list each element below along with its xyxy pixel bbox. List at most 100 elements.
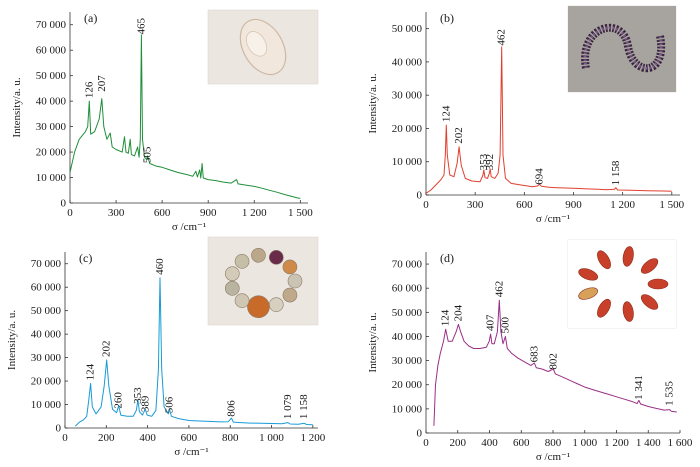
- x-tick-label: 0: [67, 207, 73, 219]
- x-tick-label: 400: [139, 432, 156, 444]
- x-tick-label: 400: [481, 437, 498, 449]
- x-tick-label: 1 200: [610, 199, 635, 211]
- x-axis-label: σ /cm⁻¹: [536, 213, 570, 225]
- sample-photo-clear-crystal-bead: [207, 9, 319, 85]
- y-tick-label: 0: [61, 198, 67, 210]
- peak-label: 1 158: [298, 394, 310, 419]
- y-tick-label: 50 000: [36, 70, 67, 82]
- y-tick-label: 60 000: [31, 282, 62, 294]
- x-tick-label: 1 200: [604, 437, 629, 449]
- y-axis-label: Intensity/a. u.: [6, 310, 18, 370]
- x-tick-label: 1 600: [668, 437, 693, 449]
- spectrum-line: [425, 46, 672, 194]
- y-tick-label: 20 000: [36, 147, 67, 159]
- peak-label: 392: [484, 154, 496, 171]
- y-tick-label: 50 000: [392, 23, 423, 35]
- y-tick-label: 10 000: [36, 172, 67, 184]
- peak-label: 465: [135, 17, 147, 34]
- panel-a: 0 10 000 20 000 30 000 40 000 50 000 60 000 70 …: [11, 9, 319, 233]
- x-tick-label: 300: [108, 207, 125, 219]
- y-tick-label: 40 000: [31, 329, 62, 341]
- x-tick-label: 0: [423, 199, 429, 211]
- peak-label: 694: [534, 168, 546, 185]
- panel-c: 0 10 000 20 000 30 000 40 000 50 000 60 000 70 …: [6, 236, 326, 458]
- x-tick-label: 300: [467, 199, 484, 211]
- x-tick-label: 800: [545, 437, 562, 449]
- x-tick-label: 600: [516, 199, 533, 211]
- peak-label: 389: [139, 395, 151, 412]
- peak-label: 1 079: [282, 394, 294, 419]
- panel-label: (a): [84, 11, 97, 25]
- x-tick-label: 900: [200, 207, 217, 219]
- x-tick-label: 0: [423, 437, 429, 449]
- x-axis-label: σ /cm⁻¹: [536, 451, 570, 463]
- y-tick-label: 50 000: [31, 305, 62, 317]
- y-tick-label: 30 000: [392, 90, 423, 102]
- y-tick-label: 70 000: [31, 258, 62, 270]
- x-axis-label: σ /cm⁻¹: [172, 221, 206, 233]
- panel-label: (c): [79, 251, 92, 265]
- peak-label: 1 535: [664, 381, 676, 406]
- y-tick-label: 50 000: [392, 307, 423, 319]
- x-tick-label: 900: [565, 199, 582, 211]
- peak-label: 124: [440, 309, 452, 326]
- panel-b: 0 10 000 20 000 30 000 40 000 50 000 0 300 600 90…: [367, 5, 685, 225]
- y-axis-label: Intensity/a. u.: [11, 77, 23, 137]
- y-axis-label: Intensity/a. u.: [367, 73, 379, 133]
- peak-label: 1 158: [610, 160, 622, 185]
- y-tick-label: 70 000: [36, 19, 67, 31]
- x-tick-label: 600: [181, 432, 198, 444]
- peak-label: 462: [496, 29, 508, 46]
- panel-label: (b): [440, 11, 454, 25]
- x-tick-label: 1 200: [300, 432, 325, 444]
- peak-label: 462: [493, 281, 505, 298]
- y-tick-label: 0: [56, 423, 62, 435]
- y-tick-label: 20 000: [392, 123, 423, 135]
- y-tick-label: 30 000: [36, 121, 67, 133]
- y-tick-label: 40 000: [392, 56, 423, 68]
- y-tick-label: 30 000: [392, 355, 423, 367]
- y-tick-label: 0: [417, 190, 423, 202]
- spectrum-line: [433, 299, 677, 426]
- peak-label: 202: [101, 340, 113, 357]
- panel-label: (d): [440, 251, 454, 265]
- peak-label: 207: [96, 75, 108, 92]
- peak-label: 506: [164, 396, 176, 413]
- spectrum-line: [74, 277, 313, 427]
- x-tick-label: 1 400: [636, 437, 661, 449]
- sample-photo-amethyst-bead-necklace: [567, 5, 677, 93]
- y-tick-label: 20 000: [31, 376, 62, 388]
- peak-label: 124: [85, 363, 97, 380]
- spectrum-line: [69, 34, 301, 199]
- y-tick-label: 10 000: [31, 399, 62, 411]
- peak-label: 353: [132, 387, 144, 404]
- sample-photo-red-carnelian-beads-ring: [567, 239, 677, 329]
- y-tick-label: 40 000: [36, 96, 67, 108]
- peak-label: 806: [225, 400, 237, 417]
- peak-label: 1 341: [633, 375, 645, 400]
- peak-label: 500: [499, 316, 511, 333]
- sample-photo-quartz-and-amber-beads-ring: [207, 236, 319, 326]
- x-tick-label: 600: [513, 437, 530, 449]
- x-tick-label: 200: [450, 437, 467, 449]
- x-tick-label: 1 000: [572, 437, 597, 449]
- y-tick-label: 10 000: [392, 403, 423, 415]
- y-axis-label: Intensity/a. u.: [367, 312, 379, 372]
- peak-label: 202: [453, 127, 465, 144]
- y-tick-label: 30 000: [31, 352, 62, 364]
- peak-label: 460: [154, 258, 166, 275]
- x-tick-label: 800: [222, 432, 239, 444]
- y-tick-label: 60 000: [36, 45, 67, 57]
- y-tick-label: 20 000: [392, 379, 423, 391]
- x-tick-label: 0: [62, 432, 68, 444]
- x-tick-label: 1 500: [288, 207, 313, 219]
- peak-label: 505: [142, 146, 154, 163]
- peak-label: 126: [83, 81, 95, 98]
- peak-label: 802: [547, 353, 559, 370]
- panel-d: 0 10 000 20 000 30 000 40 000 50 000 60 000 70 …: [367, 239, 693, 463]
- peak-label: 683: [528, 345, 540, 362]
- peak-label: 353: [478, 153, 490, 170]
- y-tick-label: 70 000: [392, 259, 423, 271]
- peak-label: 124: [440, 105, 452, 122]
